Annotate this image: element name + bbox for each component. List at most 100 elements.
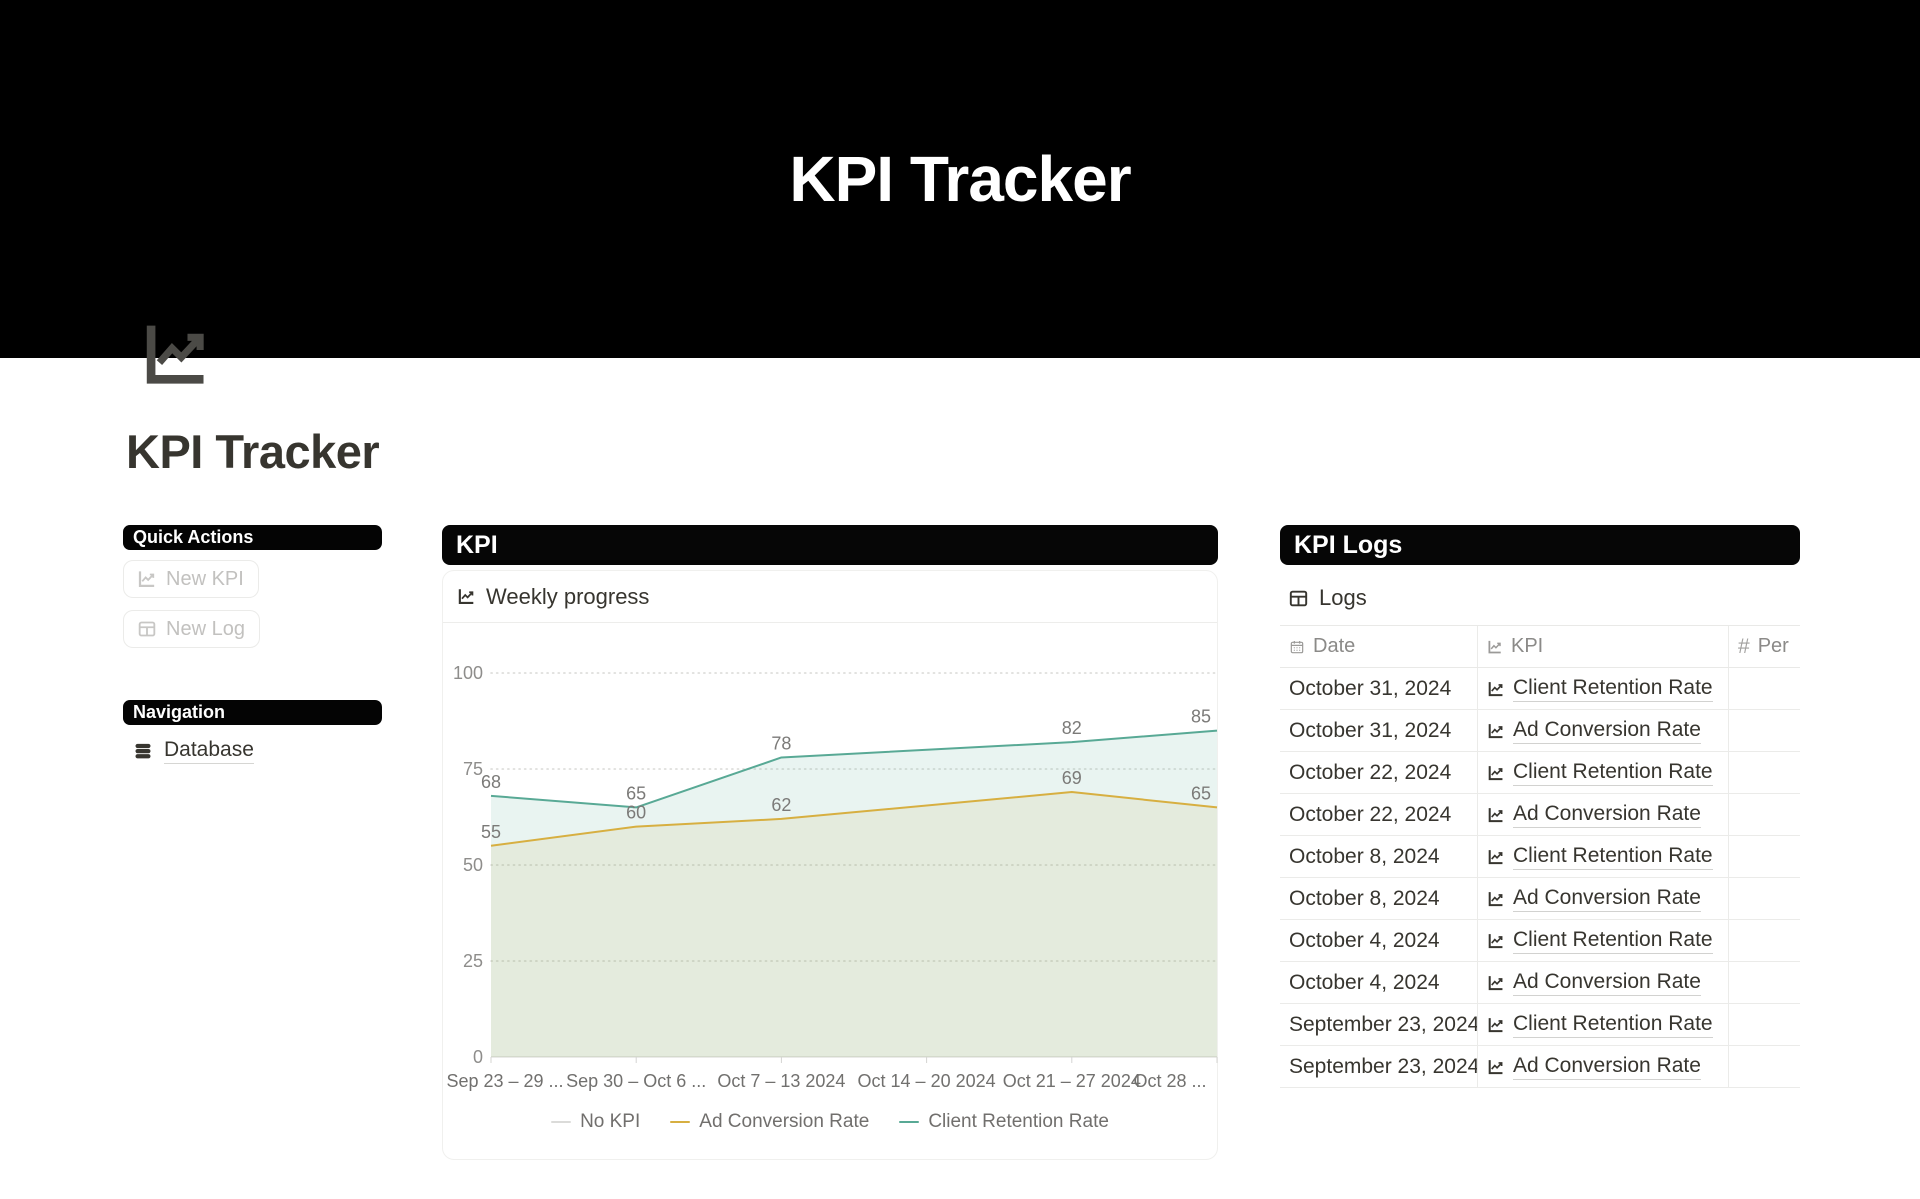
legend-swatch — [670, 1120, 691, 1124]
y-axis-label: 100 — [453, 663, 483, 683]
new-log-label: New Log — [166, 617, 245, 640]
kpi-section-header: KPI — [442, 525, 1218, 565]
kpi-cell: Ad Conversion Rate — [1477, 878, 1728, 919]
value-cell[interactable] — [1728, 1004, 1800, 1045]
column-header-label: KPI — [1511, 635, 1544, 657]
value-cell[interactable] — [1728, 878, 1800, 919]
kpi-relation-link[interactable]: Ad Conversion Rate — [1513, 970, 1701, 996]
kpi-logs-section: KPI Logs Logs Date KPI # Per October 31, 202… — [1280, 525, 1800, 1125]
value-cell[interactable] — [1728, 794, 1800, 835]
value-cell[interactable] — [1728, 1046, 1800, 1087]
kpi-cell: Ad Conversion Rate — [1477, 710, 1728, 751]
chart-line-icon — [1487, 722, 1505, 740]
data-point-label: 55 — [481, 822, 501, 842]
kpi-chart: 0 25 50 75 100 Sep 23 – 29 ... Sep 30 – Oct 6 … — [446, 663, 1218, 1091]
chart-line-icon — [457, 587, 476, 606]
data-point-label: 68 — [481, 772, 501, 792]
kpi-section: KPI Weekly progress 0 25 50 75 100 Sep 23 – 2… — [442, 525, 1218, 1165]
table-row: October 22, 2024 Ad Conversion Rate — [1280, 794, 1800, 836]
value-cell[interactable] — [1728, 710, 1800, 751]
data-point-label: 65 — [1191, 783, 1211, 803]
series-area — [491, 730, 1217, 1057]
kpi-cell: Client Retention Rate — [1477, 920, 1728, 961]
table-icon — [1288, 588, 1309, 609]
column-header-label: Date — [1313, 635, 1356, 657]
value-cell[interactable] — [1728, 752, 1800, 793]
page-title[interactable]: KPI Tracker — [126, 425, 380, 478]
kpi-relation-link[interactable]: Ad Conversion Rate — [1513, 886, 1701, 912]
x-axis-label: Oct 28 ... — [1133, 1071, 1206, 1091]
table-row: September 23, 2024 Client Retention Rate — [1280, 1004, 1800, 1046]
kpi-cell: Client Retention Rate — [1477, 1004, 1728, 1045]
date-cell[interactable]: October 4, 2024 — [1289, 928, 1440, 952]
kpi-relation-link[interactable]: Client Retention Rate — [1513, 844, 1713, 870]
table-row: October 4, 2024 Client Retention Rate — [1280, 920, 1800, 962]
page-icon chart-line-icon[interactable] — [138, 317, 216, 391]
data-point-label: 62 — [771, 795, 791, 815]
date-cell[interactable]: October 8, 2024 — [1289, 844, 1440, 868]
kpi-relation-link[interactable]: Ad Conversion Rate — [1513, 802, 1701, 828]
chart-line-icon — [1487, 1016, 1505, 1034]
chart-line-icon — [1487, 806, 1505, 824]
date-cell[interactable]: October 31, 2024 — [1289, 676, 1452, 700]
chart-line-icon — [1487, 890, 1505, 908]
x-axis-label: Sep 30 – Oct 6 ... — [566, 1071, 706, 1091]
value-cell[interactable] — [1728, 962, 1800, 1003]
quick-actions-header: Quick Actions — [123, 525, 382, 550]
chart-card-header: Weekly progress — [443, 571, 1217, 623]
value-cell[interactable] — [1728, 920, 1800, 961]
chart-line-icon — [1487, 1058, 1505, 1076]
navigation-header: Navigation — [123, 700, 382, 725]
chart-line-icon — [1487, 932, 1505, 950]
value-cell[interactable] — [1728, 836, 1800, 877]
chart-line-icon — [1487, 680, 1505, 698]
kpi-relation-link[interactable]: Client Retention Rate — [1513, 1012, 1713, 1038]
date-cell[interactable]: September 23, 2024 — [1289, 1012, 1477, 1036]
chart-line-icon — [137, 569, 157, 589]
legend-label: No KPI — [580, 1111, 641, 1132]
kpi-cell: Ad Conversion Rate — [1477, 794, 1728, 835]
legend-item[interactable]: Ad Conversion Rate — [670, 1111, 869, 1133]
legend-label: Client Retention Rate — [928, 1111, 1109, 1132]
x-axis-label: Sep 23 – 29 ... — [446, 1071, 563, 1091]
chart-area: 0 25 50 75 100 Sep 23 – 29 ... Sep 30 – Oct 6 … — [443, 624, 1218, 1101]
data-point-label: 60 — [626, 803, 646, 823]
value-cell[interactable] — [1728, 668, 1800, 709]
logs-link-label: Logs — [1319, 585, 1367, 610]
date-cell[interactable]: September 23, 2024 — [1289, 1054, 1477, 1078]
column-header-kpi[interactable]: KPI — [1477, 626, 1728, 667]
kpi-relation-link[interactable]: Client Retention Rate — [1513, 676, 1713, 702]
legend-item[interactable]: No KPI — [551, 1111, 640, 1133]
series-area — [491, 792, 1217, 1057]
column-header-per[interactable]: # Per — [1728, 626, 1800, 667]
date-cell[interactable]: October 22, 2024 — [1289, 802, 1452, 826]
table-icon — [137, 619, 157, 639]
kpi-relation-link[interactable]: Client Retention Rate — [1513, 760, 1713, 786]
kpi-logs-section-header: KPI Logs — [1280, 525, 1800, 565]
page-cover: KPI Tracker — [0, 0, 1920, 358]
new-log-button[interactable]: New Log — [123, 610, 260, 648]
new-kpi-button[interactable]: New KPI — [123, 560, 259, 598]
date-cell[interactable]: October 4, 2024 — [1289, 970, 1440, 994]
legend-item[interactable]: Client Retention Rate — [899, 1111, 1109, 1133]
weekly-progress-card: Weekly progress 0 25 50 75 100 Sep 23 – 29 ..… — [442, 570, 1218, 1160]
kpi-relation-link[interactable]: Ad Conversion Rate — [1513, 718, 1701, 744]
date-cell[interactable]: October 8, 2024 — [1289, 886, 1440, 910]
kpi-relation-link[interactable]: Client Retention Rate — [1513, 928, 1713, 954]
date-cell[interactable]: October 31, 2024 — [1289, 718, 1452, 742]
x-axis-label: Oct 14 – 20 2024 — [858, 1071, 996, 1091]
column-header-date[interactable]: Date — [1280, 626, 1477, 667]
chart-title: Weekly progress — [486, 583, 650, 609]
cover-title: KPI Tracker — [789, 143, 1131, 215]
sidebar-item-database[interactable]: Database — [133, 738, 254, 764]
legend-label: Ad Conversion Rate — [699, 1111, 870, 1132]
y-axis-label: 50 — [463, 855, 483, 875]
sidebar: Quick Actions New KPI New Log Navigation… — [123, 525, 383, 1125]
date-cell[interactable]: October 22, 2024 — [1289, 760, 1452, 784]
logs-database-link[interactable]: Logs — [1288, 585, 1367, 611]
logs-table-header-row: Date KPI # Per — [1280, 625, 1800, 668]
kpi-cell: Ad Conversion Rate — [1477, 962, 1728, 1003]
database-link-label: Database — [164, 738, 254, 764]
kpi-relation-link[interactable]: Ad Conversion Rate — [1513, 1054, 1701, 1080]
chart-line-icon — [1487, 848, 1505, 866]
